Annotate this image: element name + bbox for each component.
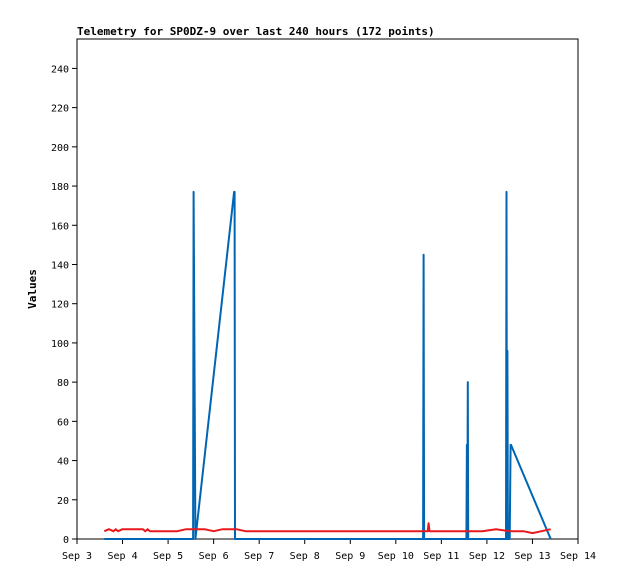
- y-tick-label: 120: [51, 300, 69, 311]
- x-tick-label: Sep 5: [153, 551, 183, 562]
- x-tick-label: Sep 13: [514, 551, 550, 562]
- y-tick-label: 180: [51, 182, 69, 193]
- x-tick-label: Sep 7: [244, 551, 274, 562]
- y-tick-label: 220: [51, 104, 69, 115]
- x-tick-label: Sep 11: [423, 551, 459, 562]
- x-tick-label: Sep 14: [560, 551, 596, 562]
- x-tick-label: Sep 3: [62, 551, 92, 562]
- y-tick-label: 160: [51, 221, 69, 232]
- y-tick-label: 240: [51, 64, 69, 75]
- chart-title: Telemetry for SP0DZ-9 over last 240 hour…: [77, 25, 435, 38]
- x-tick-label: Sep 8: [290, 551, 320, 562]
- x-tick-label: Sep 6: [199, 551, 229, 562]
- x-tick-label: Sep 10: [378, 551, 414, 562]
- y-axis-label: Values: [26, 269, 39, 309]
- y-tick-label: 200: [51, 143, 69, 154]
- series-line-1: [104, 190, 552, 540]
- x-axis: Sep 3 Sep 4 Sep 5 Sep 6 Sep 7 Sep 8 Sep 9 Sep 1…: [62, 539, 596, 562]
- y-tick-label: 100: [51, 339, 69, 350]
- y-tick-label: 40: [57, 457, 69, 468]
- x-tick-label: Sep 9: [335, 551, 365, 562]
- x-tick-label: Sep 12: [469, 551, 505, 562]
- y-tick-label: 60: [57, 417, 69, 428]
- y-tick-label: 80: [57, 378, 69, 389]
- y-tick-label: 20: [57, 496, 69, 507]
- x-tick-label: Sep 4: [107, 551, 137, 562]
- y-tick-label: 140: [51, 260, 69, 271]
- y-axis: 0 20 40 60 80 100 120 140 160 180 200 220 240: [51, 64, 77, 546]
- y-tick-label: 0: [63, 535, 69, 546]
- series-layer: [103, 190, 552, 540]
- series-line-2: [103, 522, 551, 535]
- plot-area: [76, 38, 579, 540]
